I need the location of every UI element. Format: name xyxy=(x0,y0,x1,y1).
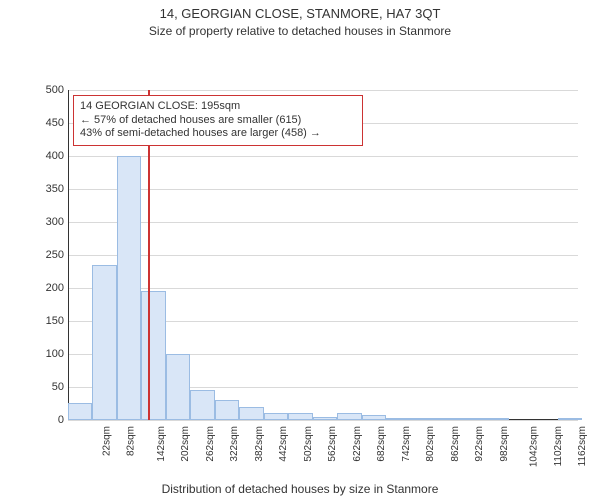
histogram-bar xyxy=(190,390,214,420)
x-tick-label: 922sqm xyxy=(474,426,485,462)
annotation-box: 14 GEORGIAN CLOSE: 195sqm← 57% of detach… xyxy=(73,95,363,146)
x-tick-label: 982sqm xyxy=(499,426,510,462)
histogram-bar xyxy=(68,403,92,420)
y-tick-label: 300 xyxy=(46,216,64,228)
gridline xyxy=(68,420,578,421)
annotation-line: ← 57% of detached houses are smaller (61… xyxy=(80,114,356,128)
y-tick-label: 50 xyxy=(52,381,64,393)
x-tick-label: 262sqm xyxy=(205,426,216,462)
plot-area: 14 GEORGIAN CLOSE: 195sqm← 57% of detach… xyxy=(68,90,578,420)
histogram-bar xyxy=(117,156,141,420)
gridline xyxy=(68,90,578,91)
gridline xyxy=(68,156,578,157)
y-axis-line xyxy=(68,90,69,420)
histogram-bar xyxy=(362,415,386,420)
y-tick-label: 350 xyxy=(46,183,64,195)
x-tick-label: 742sqm xyxy=(401,426,412,462)
x-axis-label: Distribution of detached houses by size … xyxy=(0,482,600,496)
y-tick-label: 500 xyxy=(46,84,64,96)
annotation-line: 14 GEORGIAN CLOSE: 195sqm xyxy=(80,100,356,114)
x-tick-label: 802sqm xyxy=(425,426,436,462)
x-tick-label: 562sqm xyxy=(327,426,338,462)
x-tick-labels: 22sqm 82sqm 142sqm 202sqm 262sqm 322sqm 382sqm… xyxy=(68,424,578,484)
gridline xyxy=(68,189,578,190)
gridline xyxy=(68,222,578,223)
histogram-bar xyxy=(313,417,337,420)
page-title: 14, GEORGIAN CLOSE, STANMORE, HA7 3QT xyxy=(0,0,600,22)
annotation-line: 43% of semi-detached houses are larger (… xyxy=(80,127,356,141)
x-tick-label: 322sqm xyxy=(229,426,240,462)
histogram-bar xyxy=(386,418,410,420)
histogram-bar xyxy=(166,354,190,420)
y-tick-label: 400 xyxy=(46,150,64,162)
y-tick-label: 200 xyxy=(46,282,64,294)
x-tick-label: 502sqm xyxy=(303,426,314,462)
x-tick-label: 682sqm xyxy=(376,426,387,462)
histogram-bar xyxy=(337,413,361,420)
histogram-bar xyxy=(435,418,459,420)
page-subtitle: Size of property relative to detached ho… xyxy=(0,22,600,38)
x-tick-label: 622sqm xyxy=(352,426,363,462)
x-tick-label: 1162sqm xyxy=(577,426,588,466)
x-tick-label: 22sqm xyxy=(101,426,112,456)
histogram-bar xyxy=(239,407,263,420)
histogram-bar xyxy=(215,400,239,420)
x-tick-label: 1042sqm xyxy=(529,426,540,467)
histogram-bar xyxy=(484,418,508,420)
y-tick-label: 100 xyxy=(46,348,64,360)
y-tick-label: 150 xyxy=(46,315,64,327)
histogram-bar xyxy=(460,418,484,420)
histogram-bar xyxy=(288,413,312,420)
histogram-bar xyxy=(558,418,582,420)
histogram-bar xyxy=(411,418,435,420)
x-tick-label: 382sqm xyxy=(254,426,265,462)
gridline xyxy=(68,255,578,256)
histogram-bar xyxy=(264,413,288,420)
y-tick-label: 250 xyxy=(46,249,64,261)
x-tick-label: 862sqm xyxy=(450,426,461,462)
x-tick-label: 82sqm xyxy=(126,426,137,456)
histogram-bar xyxy=(141,291,165,420)
histogram-chart: Number of detached properties05010015020… xyxy=(0,38,600,498)
histogram-bar xyxy=(92,265,116,420)
gridline xyxy=(68,288,578,289)
x-tick-label: 442sqm xyxy=(278,426,289,462)
x-tick-label: 142sqm xyxy=(156,426,167,462)
y-tick-label: 450 xyxy=(46,117,64,129)
x-tick-label: 202sqm xyxy=(180,426,191,462)
y-tick-label: 0 xyxy=(58,414,64,426)
x-tick-label: 1102sqm xyxy=(553,426,564,466)
